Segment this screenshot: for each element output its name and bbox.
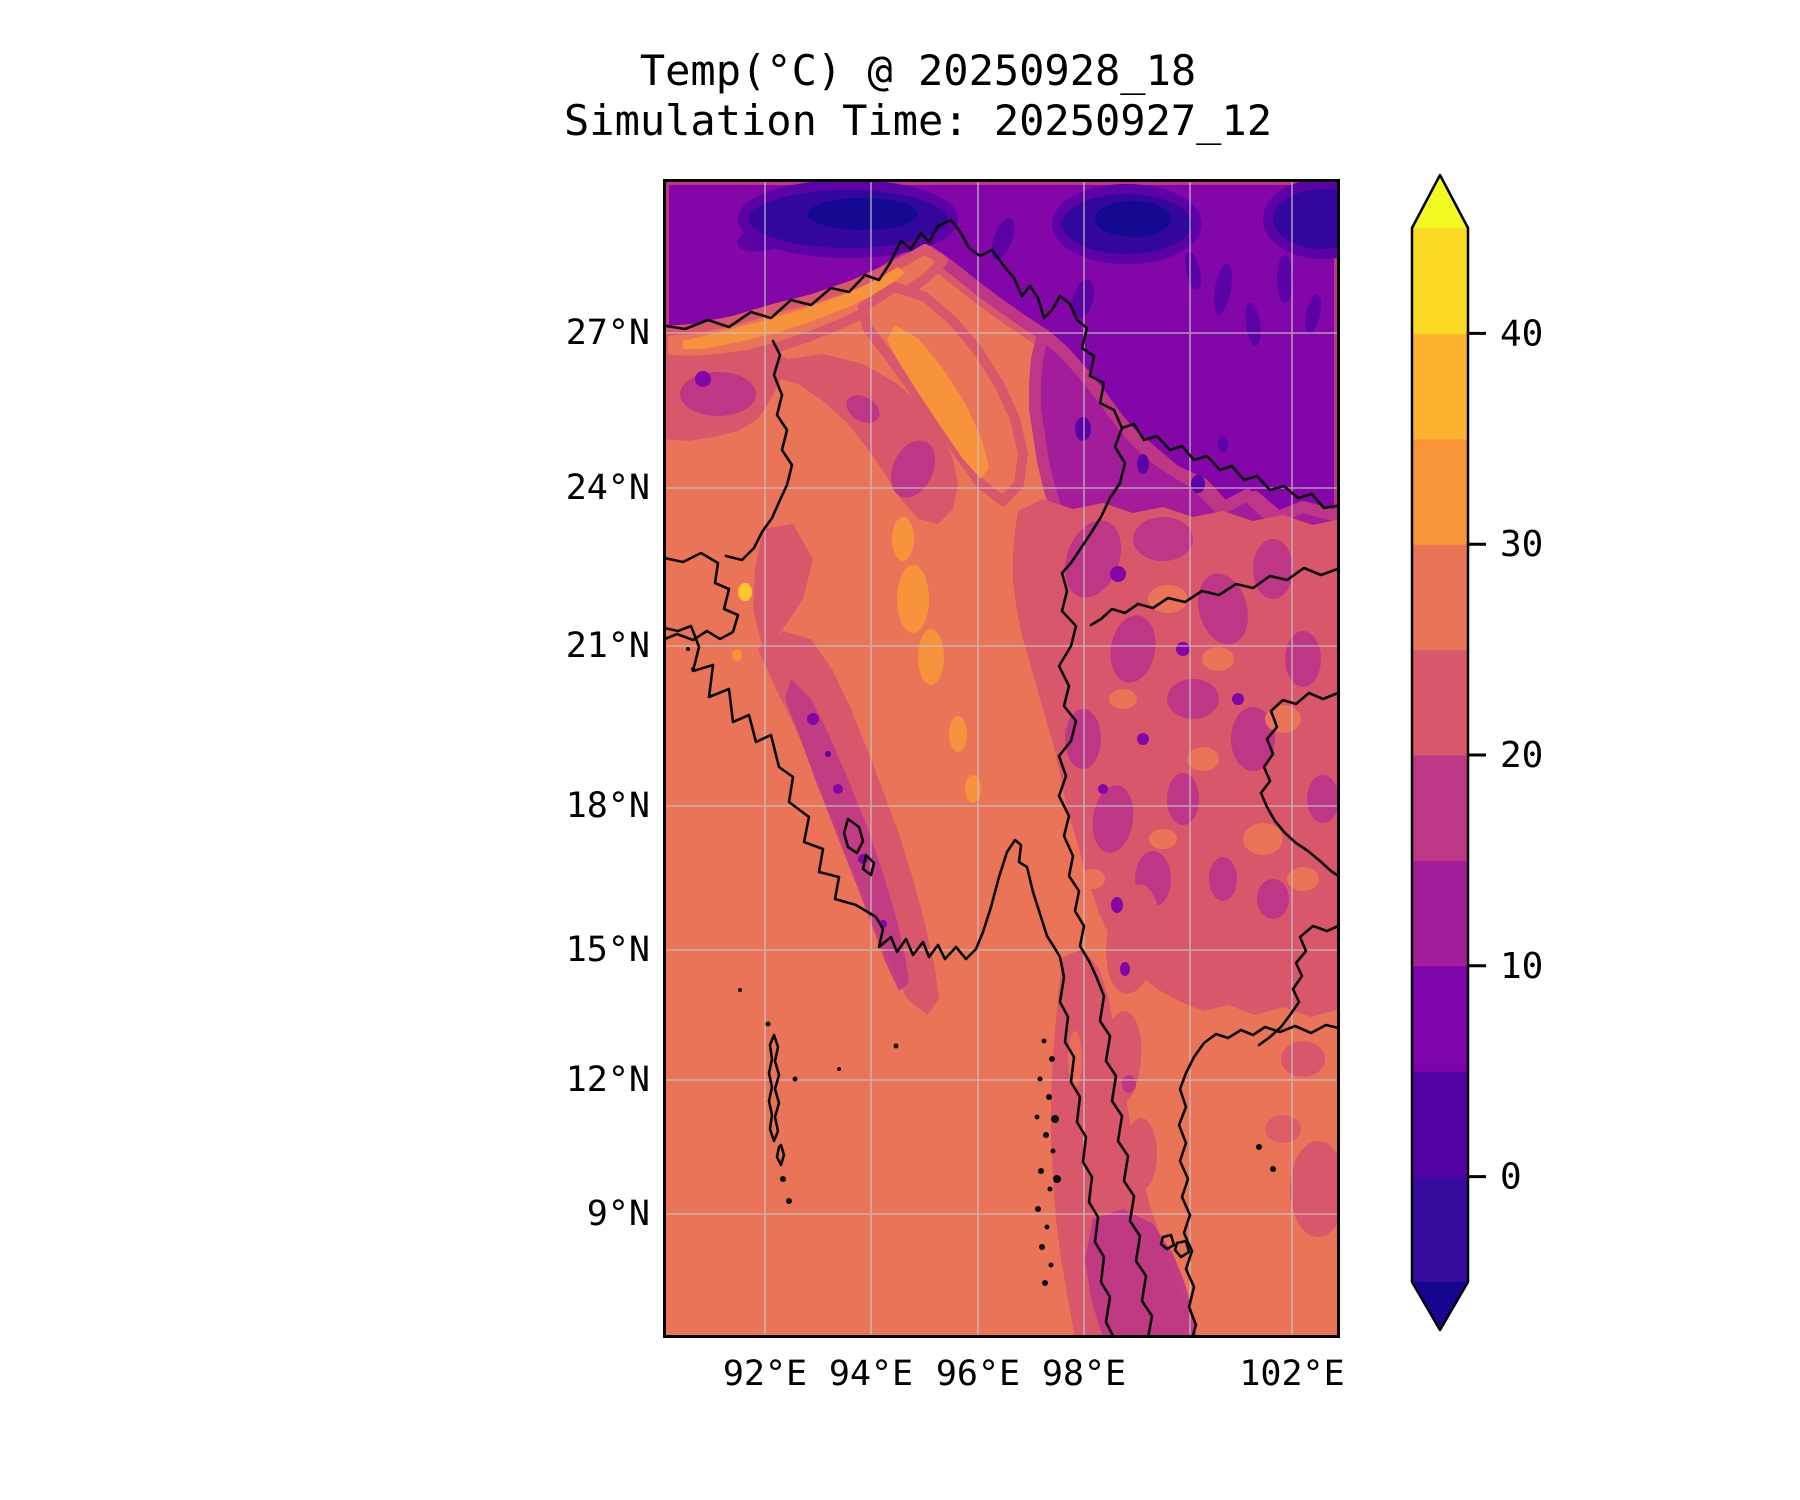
lon-tick-label: 102°E xyxy=(1239,1354,1345,1394)
western-hill-bands xyxy=(663,351,958,649)
coastline-west xyxy=(663,624,1116,1338)
border-himalaya-china xyxy=(663,218,1340,510)
gulf-islands xyxy=(1159,1233,1176,1251)
colorbar-over-arrow xyxy=(1412,175,1468,228)
border-laos-loop xyxy=(1259,690,1340,879)
tenasserim-ridge xyxy=(1051,949,1197,1338)
lat-tick-label: 27°N xyxy=(565,313,650,353)
colorbar-tick-label: 0 xyxy=(1500,1157,1522,1198)
lon-tick-label: 98°E xyxy=(1041,1354,1127,1394)
colorbar-tick-label: 10 xyxy=(1500,946,1543,987)
map-frame xyxy=(663,179,1340,1338)
coastline-gulf-of-thailand xyxy=(1177,1023,1340,1338)
lon-tick-label: 94°E xyxy=(828,1354,914,1394)
lon-tick-label: 92°E xyxy=(722,1354,808,1394)
border-myanmar-thailand xyxy=(1057,426,1154,1338)
karen-hills-pink xyxy=(1100,884,1340,1237)
plot-subtitle: Simulation Time: 20250927_12 xyxy=(563,96,1273,145)
colorbar-band xyxy=(1412,755,1468,861)
shan-plateau-pink xyxy=(1013,499,1340,1017)
lat-tick-label: 9°N xyxy=(586,1194,650,1234)
colorbar-band xyxy=(1412,438,1468,545)
colorbar-outline xyxy=(1410,173,1470,1332)
arakan-range-strip xyxy=(758,631,939,1015)
ramree-islands xyxy=(842,817,865,855)
coastlines-and-borders xyxy=(663,218,1340,1338)
upper-irrawaddy-valley xyxy=(858,282,1028,506)
colorbar: 40 30 20 10 0 xyxy=(1410,173,1543,1332)
border-bangladesh xyxy=(663,551,740,642)
border-china-laos xyxy=(1089,566,1340,627)
map-plot-area xyxy=(663,179,1340,1338)
lon-tick-label: 96°E xyxy=(935,1354,1021,1394)
plot-title-block: Temp(°C) @ 20250928_18 Simulation Time: … xyxy=(564,46,1272,146)
lat-tick-label: 12°N xyxy=(565,1060,650,1100)
colorbar-tick-label: 40 xyxy=(1500,313,1543,354)
colorbar-tick-label: 20 xyxy=(1500,735,1543,776)
colorbar-tick-label: 30 xyxy=(1500,524,1543,565)
lat-tick-label: 24°N xyxy=(565,468,650,508)
lat-tick-label: 21°N xyxy=(565,626,650,666)
colorbar-band xyxy=(1412,1176,1468,1283)
colorbar-under-arrow xyxy=(1412,1282,1468,1330)
colorbar-band xyxy=(1412,860,1468,967)
colorbar-band xyxy=(1412,1071,1468,1178)
border-india-myanmar xyxy=(724,339,794,562)
colorbar-band xyxy=(1412,228,1468,334)
colorbar-band xyxy=(1412,965,1468,1072)
andaman-islands xyxy=(767,1033,781,1143)
colorbar-band xyxy=(1412,544,1468,651)
small-islets xyxy=(686,647,1276,1286)
colorbar-band xyxy=(1412,333,1468,440)
lat-tick-label: 15°N xyxy=(565,930,650,970)
lat-tick-label: 18°N xyxy=(565,786,650,826)
colorbar-band xyxy=(1412,649,1468,756)
plot-title: Temp(°C) @ 20250928_18 xyxy=(639,46,1197,95)
central-valley-warm-patches xyxy=(732,517,981,803)
graticule-gridlines xyxy=(663,179,1340,1338)
himalaya-peak-blobs xyxy=(663,179,1340,412)
border-thai-laos xyxy=(1257,923,1340,1047)
